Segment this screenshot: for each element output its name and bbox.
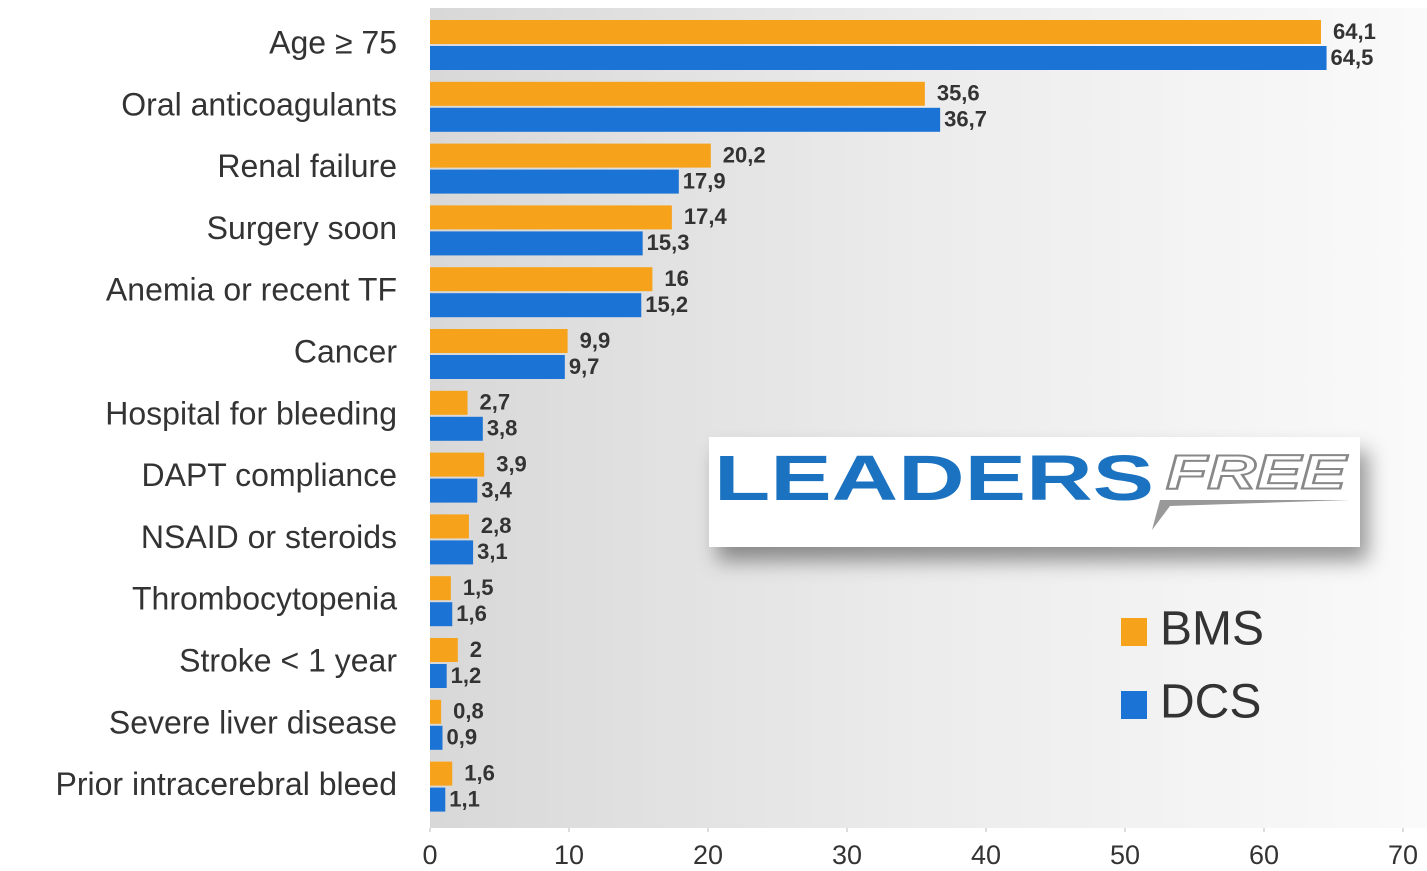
bar: [430, 602, 453, 627]
x-tick-label: 30: [832, 840, 862, 870]
logo-text: LEADERS: [714, 442, 1154, 514]
bar: [430, 20, 1321, 44]
value-label: 9,9: [580, 328, 611, 353]
bar: [430, 267, 653, 292]
y-tick-label: Severe liver disease: [109, 704, 397, 740]
bar: [430, 576, 451, 601]
legend-label: DCS: [1160, 676, 1261, 729]
value-label: 17,9: [683, 168, 726, 193]
x-tick-label: 40: [971, 840, 1001, 870]
value-label: 1,5: [463, 575, 494, 600]
legend-swatch: [1121, 691, 1147, 719]
value-label: 3,8: [487, 416, 518, 441]
legend-swatch: [1121, 618, 1147, 646]
x-tick-label: 50: [1110, 840, 1140, 870]
y-tick-label: Hospital for bleeding: [105, 395, 397, 431]
logo-text: FREE: [1166, 447, 1349, 500]
value-label: 16: [664, 266, 688, 291]
bar: [430, 540, 474, 565]
bar: [430, 231, 643, 256]
bar: [430, 46, 1327, 70]
bar: [430, 169, 679, 194]
bar: [430, 664, 447, 688]
bar: [430, 761, 453, 786]
value-label: 36,7: [944, 107, 987, 132]
value-label: 15,2: [645, 292, 688, 317]
bar: [430, 416, 483, 441]
x-tick-label: 0: [422, 840, 437, 870]
x-tick-label: 60: [1249, 840, 1279, 870]
y-tick-label: Anemia or recent TF: [106, 272, 397, 308]
value-label: 20,2: [723, 142, 766, 167]
x-tick-label: 70: [1388, 840, 1418, 870]
bar: [430, 329, 568, 353]
bar: [430, 452, 485, 477]
value-label: 2: [470, 637, 482, 662]
y-tick-label: NSAID or steroids: [141, 519, 397, 555]
y-tick-label: Thrombocytopenia: [132, 581, 397, 617]
value-label: 9,7: [569, 354, 600, 379]
value-label: 3,9: [496, 451, 527, 476]
logo-swoosh: [1152, 500, 1350, 530]
y-tick-label: Prior intracerebral bleed: [56, 766, 398, 802]
bar: [430, 514, 469, 539]
y-tick-label: Stroke < 1 year: [179, 642, 397, 678]
bar: [430, 699, 442, 724]
bar: [430, 787, 446, 812]
y-tick-label: Oral anticoagulants: [121, 86, 397, 122]
legend-label: BMS: [1160, 603, 1264, 656]
value-label: 17,4: [684, 204, 728, 229]
bar: [430, 725, 443, 750]
bar: [430, 143, 711, 168]
bar: [430, 355, 565, 379]
value-label: 0,8: [453, 699, 484, 724]
y-tick-label: Surgery soon: [207, 210, 397, 246]
value-label: 64,5: [1331, 45, 1374, 70]
value-label: 35,6: [937, 81, 980, 106]
value-label: 0,9: [447, 725, 478, 750]
value-label: 1,6: [464, 760, 495, 785]
bar: [430, 205, 672, 230]
value-label: 15,3: [647, 230, 690, 255]
value-label: 2,7: [480, 390, 511, 415]
y-tick-label: Cancer: [294, 333, 398, 369]
value-label: 3,4: [481, 477, 512, 502]
bar: [430, 107, 941, 132]
x-tick-label: 10: [554, 840, 584, 870]
bar: [430, 638, 458, 662]
bar: [430, 293, 642, 318]
logo-box: [709, 437, 1360, 547]
value-label: 3,1: [477, 539, 508, 564]
value-label: 64,1: [1333, 19, 1376, 44]
y-tick-label: Renal failure: [217, 148, 397, 184]
value-label: 1,6: [456, 601, 487, 626]
value-label: 1,2: [451, 663, 482, 688]
bar: [430, 390, 468, 415]
y-tick-label: DAPT compliance: [141, 457, 397, 493]
bar: [430, 81, 925, 106]
y-tick-label: Age ≥ 75: [269, 24, 397, 60]
value-label: 1,1: [449, 786, 480, 811]
x-tick-label: 20: [693, 840, 723, 870]
bar: [430, 478, 478, 503]
value-label: 2,8: [481, 513, 512, 538]
